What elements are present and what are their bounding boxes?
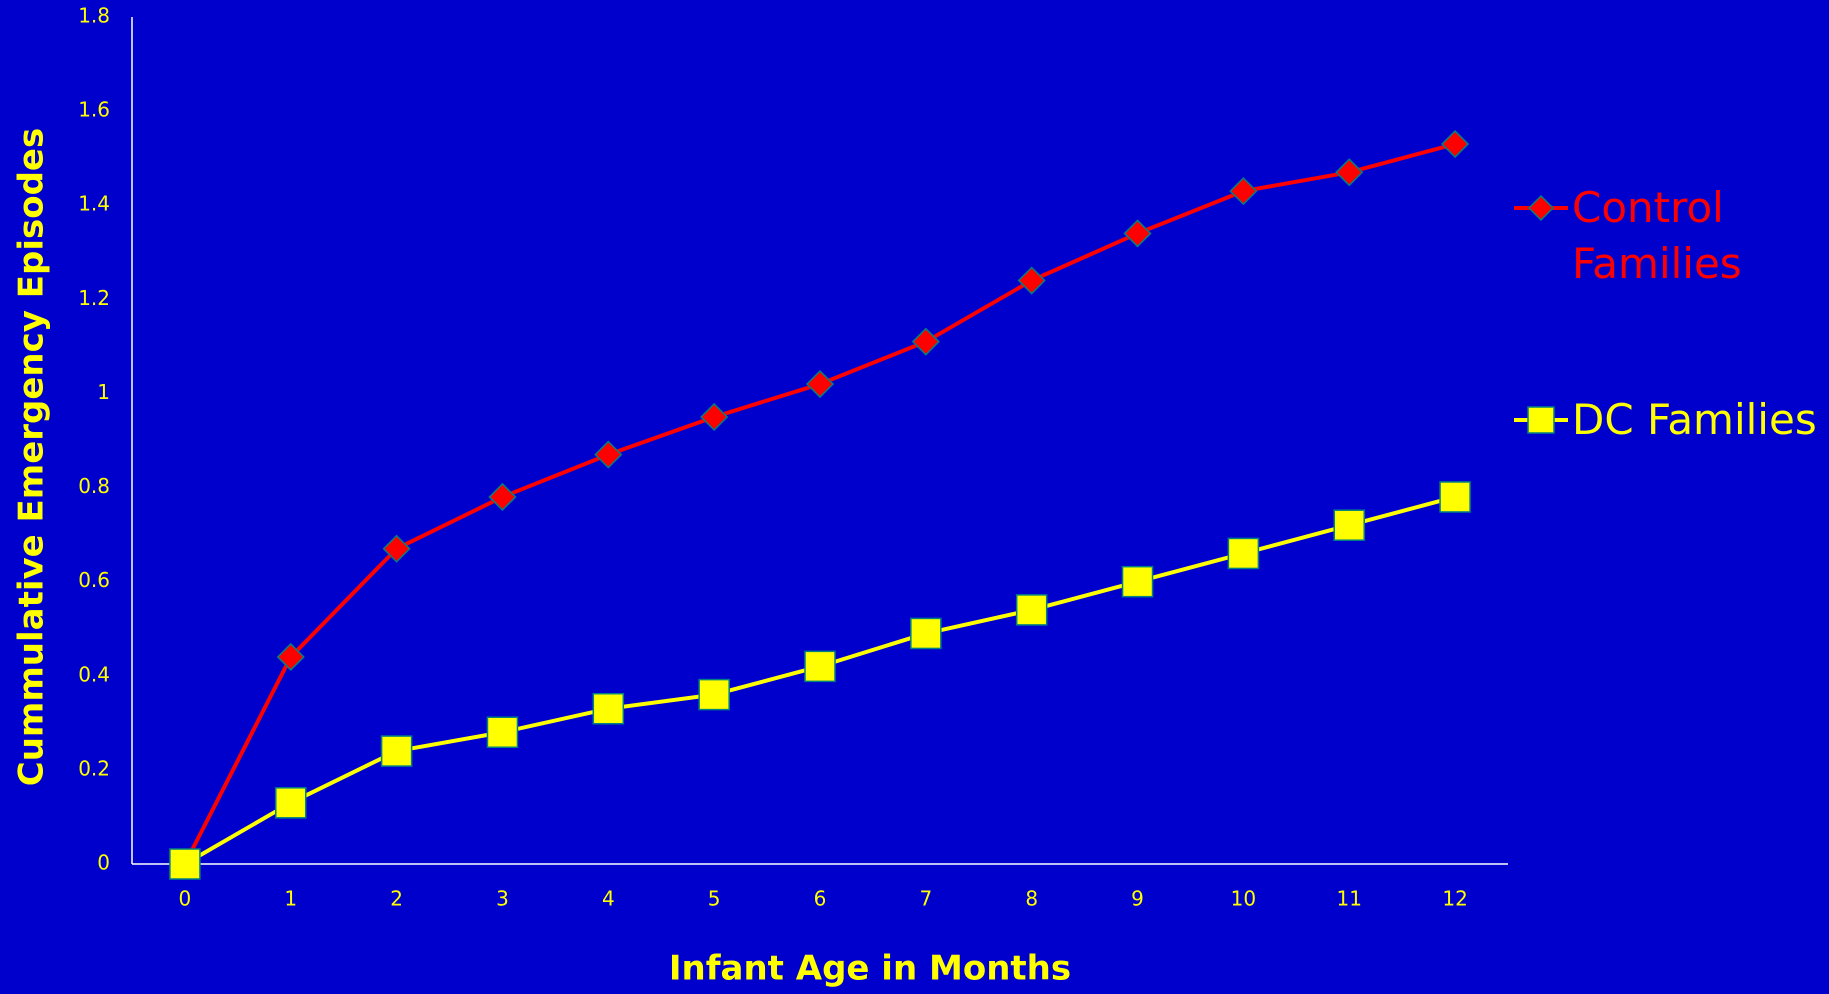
- marker: [594, 440, 623, 469]
- y-tick-label: 1.4: [78, 192, 110, 216]
- marker: [275, 787, 307, 819]
- x-tick-label: 3: [496, 887, 509, 911]
- marker: [1121, 565, 1154, 598]
- marker: [1015, 594, 1048, 626]
- x-tick-label: 9: [1131, 887, 1144, 911]
- x-tick-label: 6: [814, 887, 827, 911]
- marker: [1123, 219, 1152, 248]
- marker: [1439, 481, 1471, 513]
- marker: [1229, 177, 1258, 206]
- y-tick-label: 1: [97, 380, 110, 404]
- x-tick-label: 12: [1442, 887, 1467, 911]
- marker: [698, 678, 730, 711]
- series-line: [183, 142, 1456, 865]
- marker: [488, 482, 517, 512]
- y-axis-title: Cummulative Emergency Episodes: [12, 128, 52, 786]
- marker: [1527, 194, 1555, 222]
- x-tick-label: 10: [1231, 887, 1256, 911]
- legend-label: Control Families: [1572, 183, 1742, 288]
- marker: [380, 735, 413, 767]
- legend-label: DC Families: [1572, 395, 1817, 444]
- x-tick-label: 5: [708, 887, 721, 911]
- y-tick-label: 0.6: [78, 568, 110, 592]
- marker: [592, 692, 625, 725]
- marker: [486, 716, 519, 748]
- y-tick-label: 0: [97, 851, 110, 875]
- y-tick-label: 1.8: [78, 4, 110, 28]
- y-tick-label: 0.2: [78, 756, 110, 780]
- y-tick-label: 1.2: [78, 286, 110, 310]
- x-tick-label: 8: [1025, 887, 1038, 911]
- y-tick-label: 0.8: [78, 474, 110, 498]
- marker: [1227, 537, 1260, 570]
- marker: [276, 642, 305, 672]
- x-tick-label: 11: [1337, 887, 1362, 911]
- marker: [805, 369, 835, 399]
- marker: [1335, 158, 1364, 187]
- marker: [169, 848, 201, 880]
- x-tick-label: 1: [284, 887, 297, 911]
- x-tick-label: 0: [179, 887, 192, 911]
- marker: [1017, 266, 1046, 295]
- y-tick-label: 0.4: [78, 662, 110, 686]
- marker: [700, 402, 729, 432]
- marker: [1527, 406, 1555, 434]
- y-tick-label: 1.6: [78, 98, 110, 122]
- marker: [382, 534, 411, 563]
- marker: [1441, 129, 1470, 159]
- marker: [804, 650, 836, 683]
- marker: [1333, 509, 1365, 541]
- x-tick-label: 7: [919, 887, 932, 911]
- x-tick-label: 2: [390, 887, 403, 911]
- marker: [910, 617, 942, 650]
- x-axis-title: Infant Age in Months: [669, 949, 1071, 989]
- x-tick-label: 4: [602, 887, 615, 911]
- marker: [911, 327, 940, 356]
